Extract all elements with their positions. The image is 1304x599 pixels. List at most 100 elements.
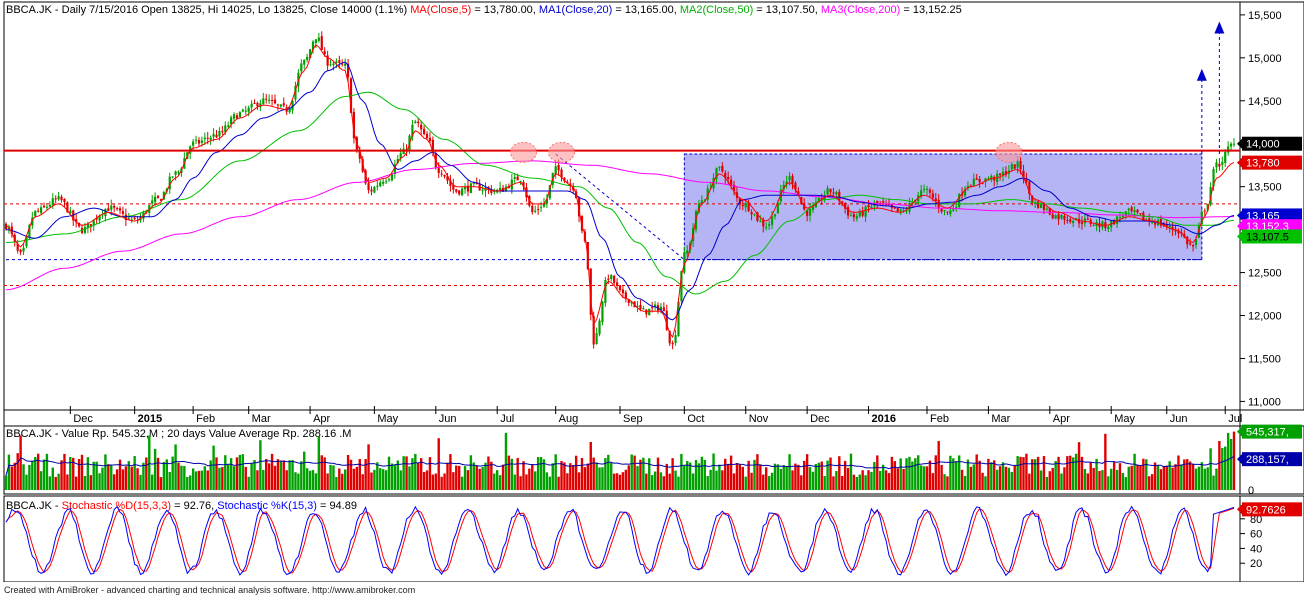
candle-body [969, 185, 972, 187]
value-bar [753, 459, 756, 490]
value-bar [1042, 456, 1046, 490]
value-bar [1133, 453, 1136, 490]
value-bar [224, 455, 227, 490]
value-bar [232, 466, 236, 490]
value-bar [767, 476, 771, 490]
candle-body [636, 305, 639, 307]
candle-body [747, 202, 750, 212]
value-bar [305, 468, 309, 490]
candle-body [133, 217, 136, 219]
candle-body [727, 176, 730, 180]
candle-body [922, 188, 926, 190]
candle-body [990, 175, 993, 180]
candle-body [896, 208, 899, 212]
value-bar [145, 457, 148, 490]
value-bar [408, 466, 411, 490]
candle-body [613, 275, 616, 283]
stochastic-value-tag [1242, 502, 1302, 517]
candle-body [621, 289, 625, 294]
value-bar [66, 474, 69, 490]
value-bar [618, 474, 622, 490]
value-bar [282, 460, 285, 490]
date-tick-label: Mar [252, 413, 271, 425]
ma50-line [5, 91, 1235, 295]
value-bar [931, 473, 935, 490]
value-bar [45, 453, 49, 490]
title-part: BBCA.JK - [6, 500, 62, 512]
candle-body [1057, 214, 1060, 220]
value-bar [881, 464, 885, 490]
date-tick-label: Mar [991, 413, 1010, 425]
value-bar [513, 474, 516, 490]
value-average-line [5, 455, 1235, 476]
candle-body [463, 186, 467, 190]
date-tick-label: Dec [73, 413, 93, 425]
value-bar [437, 438, 440, 490]
value-bar [466, 470, 470, 490]
candle-body [344, 63, 347, 66]
value-value-tag [1242, 424, 1302, 439]
candle-body [835, 192, 838, 195]
price-value-tag-label: 13,780 [1246, 158, 1280, 170]
candle-body [168, 176, 171, 190]
value-bar [1025, 453, 1028, 490]
date-tick-label: Feb [196, 413, 215, 425]
candle-body [75, 219, 78, 222]
value-bar [159, 477, 163, 490]
candle-body [235, 115, 239, 119]
value-bar [595, 462, 598, 490]
value-bar [1224, 446, 1227, 490]
candle-body [221, 131, 224, 133]
value-bar [957, 455, 961, 490]
value-bar [1218, 441, 1221, 490]
value-bar [612, 473, 616, 490]
candle-body [308, 49, 312, 59]
candle-body [42, 205, 46, 208]
value-value-tag-pointer [1237, 453, 1243, 466]
value-bar [691, 473, 695, 490]
title-part: = 92.76, [171, 500, 217, 512]
value-bar [86, 457, 90, 490]
value-bar [572, 464, 575, 490]
value-bar [1074, 453, 1078, 490]
candle-body [367, 183, 370, 191]
candle-body [270, 100, 274, 102]
value-bar [747, 460, 750, 490]
value-bar [601, 467, 604, 490]
candle-body [1031, 195, 1034, 204]
candle-body [452, 184, 455, 190]
candle-body [794, 182, 797, 190]
candle-body [294, 85, 297, 100]
candle-body [762, 219, 765, 227]
value-bar [229, 458, 233, 490]
value-bar [28, 464, 31, 490]
candle-body [946, 211, 949, 213]
value-bar [16, 453, 19, 490]
value-bar [393, 465, 397, 490]
candle-body [911, 201, 914, 203]
value-bar [557, 476, 560, 490]
value-bar [1153, 462, 1157, 490]
value-bar [531, 464, 534, 490]
value-bar [212, 445, 215, 490]
candle-body [238, 112, 242, 118]
value-bar [861, 470, 864, 490]
candle-body [925, 188, 929, 190]
price-y-tick-label: 11,000 [1248, 396, 1281, 408]
stochastic-chart-title: BBCA.JK - Stochastic %D(15,3,3) = 92.76,… [6, 500, 357, 512]
candle-body [838, 191, 841, 201]
value-bar [887, 473, 891, 490]
candle-body [352, 111, 356, 139]
value-bar [139, 474, 142, 490]
value-bar [303, 451, 306, 490]
value-bar [329, 464, 332, 490]
candle-body [317, 37, 320, 41]
value-bar [905, 458, 908, 490]
price-axis-frame [1239, 1, 1304, 411]
value-bar [1186, 459, 1189, 490]
value-bar [817, 462, 821, 490]
value-bar [803, 460, 806, 490]
value-bar [788, 454, 791, 490]
candle-body [1101, 221, 1104, 228]
candle-body [648, 308, 651, 316]
